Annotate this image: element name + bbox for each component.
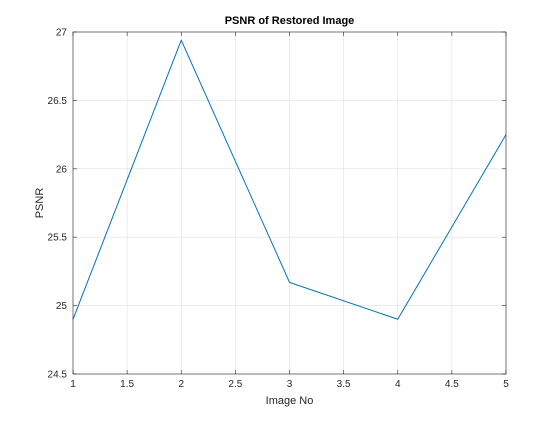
y-tick-label: 27	[56, 28, 68, 39]
x-tick-label: 1	[70, 379, 76, 390]
y-tick-label: 26	[56, 164, 68, 175]
x-tick-label: 1.5	[120, 379, 134, 390]
x-tick-label: 3	[287, 379, 293, 390]
y-tick-label: 25	[56, 301, 68, 312]
x-tick-label: 4	[395, 379, 401, 390]
x-tick-label: 5	[503, 379, 509, 390]
y-tick-label: 24.5	[48, 370, 68, 381]
data-point-0-2	[288, 281, 291, 284]
chart-title: PSNR of Restored Image	[225, 15, 355, 27]
y-axis-label: PSNR	[34, 188, 46, 219]
y-tick-label: 25.5	[48, 233, 68, 244]
axis-ticks: 1 1.5 2 2.5 3 3.5 4 4.5 5 24.5 25 25.5 26 26.5 27	[48, 28, 510, 391]
x-tick-label: 2.5	[228, 379, 242, 390]
x-axis-label: Image No	[266, 395, 314, 407]
y-tick-label: 26.5	[48, 96, 68, 107]
x-tick-label: 3.5	[337, 379, 351, 390]
series-line-0	[72, 39, 507, 320]
series-layer	[72, 39, 507, 321]
data-point-0-3	[396, 318, 399, 321]
x-tick-label: 4.5	[445, 379, 459, 390]
x-tick-label: 2	[178, 379, 184, 390]
data-point-0-1	[180, 39, 183, 42]
